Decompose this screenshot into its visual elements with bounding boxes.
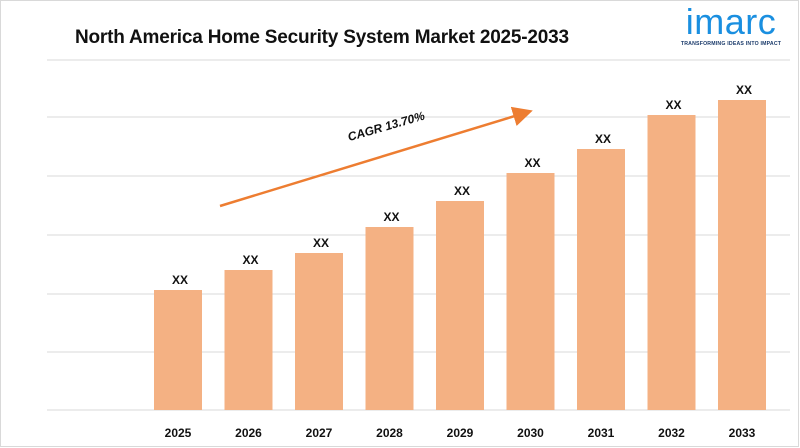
x-tick-2025: 2025 xyxy=(165,426,192,440)
bar-2026 xyxy=(224,270,273,410)
x-tick-2032: 2032 xyxy=(658,426,685,440)
bar-2029 xyxy=(436,201,484,410)
x-tick-2029: 2029 xyxy=(447,426,474,440)
bar-2030 xyxy=(506,173,555,410)
data-label-2028: XX xyxy=(383,210,399,224)
bar-2025 xyxy=(154,290,202,410)
data-label-2027: XX xyxy=(313,236,329,250)
imarc-logo: imarc TRANSFORMING IDEAS INTO IMPACT xyxy=(670,2,792,54)
bar-2027 xyxy=(295,253,343,410)
cagr-arrow xyxy=(219,106,533,208)
bar-2032 xyxy=(647,115,696,410)
bar-2031 xyxy=(577,149,625,410)
x-tick-2028: 2028 xyxy=(376,426,403,440)
bar-2028 xyxy=(365,227,414,410)
chart-title: North America Home Security System Marke… xyxy=(75,27,569,48)
data-label-2026: XX xyxy=(242,253,258,267)
x-tick-2031: 2031 xyxy=(588,426,615,440)
x-tick-2030: 2030 xyxy=(517,426,544,440)
data-label-2032: XX xyxy=(665,98,681,112)
data-label-2031: XX xyxy=(595,132,611,146)
logo-tagline: TRANSFORMING IDEAS INTO IMPACT xyxy=(680,41,782,47)
data-label-2033: XX xyxy=(736,83,752,97)
data-label-2030: XX xyxy=(524,156,540,170)
bar-2033 xyxy=(718,100,766,410)
data-label-2025: XX xyxy=(172,273,188,287)
logo-wordmark: imarc xyxy=(685,1,777,42)
data-label-2029: XX xyxy=(454,184,470,198)
x-tick-2027: 2027 xyxy=(306,426,333,440)
x-tick-2026: 2026 xyxy=(235,426,262,440)
x-tick-2033: 2033 xyxy=(729,426,756,440)
